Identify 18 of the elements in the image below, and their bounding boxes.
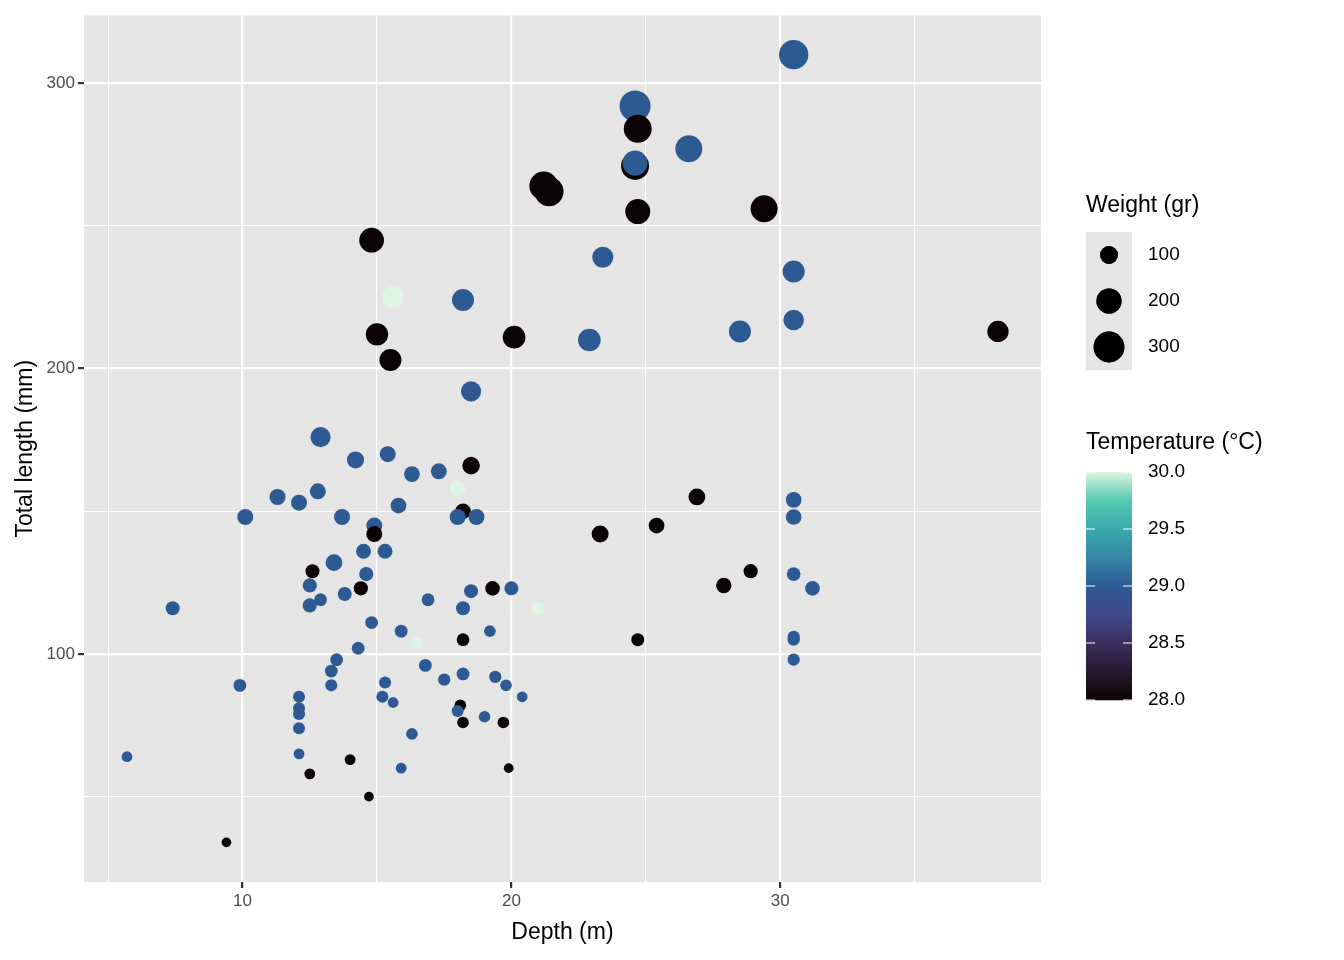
x-tick-label: 10 <box>233 890 253 910</box>
color-bar-label: 30.0 <box>1148 460 1185 482</box>
legend-label: 200 <box>1148 289 1180 311</box>
x-axis-title: Depth (m) <box>511 917 614 944</box>
color-bar-label: 29.5 <box>1148 517 1185 539</box>
y-tick-label: 300 <box>46 72 75 92</box>
y-tick-label: 100 <box>46 643 75 663</box>
color-bar-label: 28.5 <box>1148 631 1185 653</box>
y-tick-label: 200 <box>46 358 75 378</box>
x-tick-label: 30 <box>770 890 790 910</box>
y-axis-title: Total length (mm) <box>11 359 38 538</box>
legend-label: 300 <box>1148 335 1180 357</box>
color-bar-label: 29.0 <box>1148 574 1185 596</box>
legend-label: 100 <box>1148 243 1180 265</box>
color-bar-label: 28.0 <box>1148 688 1185 710</box>
x-tick-label: 20 <box>501 890 521 910</box>
color-bar-title: Temperature (°C) <box>1086 428 1263 455</box>
legend-title: Weight (gr) <box>1086 191 1200 218</box>
